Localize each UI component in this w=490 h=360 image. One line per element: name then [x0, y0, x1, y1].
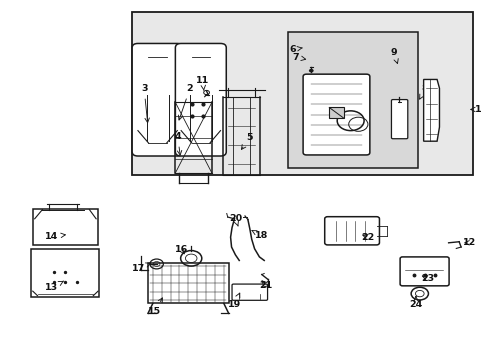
Text: 24: 24: [409, 297, 422, 309]
Text: 11: 11: [196, 76, 209, 91]
Text: 18: 18: [252, 230, 269, 240]
Text: 4: 4: [174, 132, 182, 155]
FancyBboxPatch shape: [325, 217, 379, 245]
Bar: [132, 12, 473, 175]
Bar: [148, 263, 229, 303]
Text: 10: 10: [349, 123, 362, 132]
Text: 3: 3: [141, 85, 149, 123]
Text: 7: 7: [293, 53, 306, 62]
Text: 23: 23: [421, 274, 434, 283]
FancyBboxPatch shape: [31, 249, 99, 297]
Bar: [329, 108, 343, 118]
Text: 8: 8: [419, 85, 428, 99]
Text: 9: 9: [391, 48, 398, 63]
Text: 16: 16: [175, 246, 188, 255]
FancyBboxPatch shape: [392, 100, 408, 139]
Text: 20: 20: [229, 214, 242, 226]
Text: 19: 19: [228, 293, 241, 309]
Text: 13: 13: [46, 281, 64, 292]
Text: 17: 17: [132, 263, 150, 273]
Text: 14: 14: [46, 232, 65, 241]
Text: 6: 6: [290, 45, 302, 54]
Text: 15: 15: [148, 298, 162, 316]
Text: 1: 1: [471, 105, 481, 114]
Text: 21: 21: [260, 281, 273, 290]
Polygon shape: [424, 80, 440, 141]
Bar: [288, 32, 418, 168]
Text: 2: 2: [178, 85, 193, 120]
FancyBboxPatch shape: [303, 74, 370, 155]
FancyBboxPatch shape: [232, 284, 268, 300]
FancyBboxPatch shape: [175, 44, 226, 156]
Text: 12: 12: [463, 238, 476, 247]
FancyBboxPatch shape: [33, 208, 98, 245]
Text: 5: 5: [242, 133, 253, 149]
Circle shape: [309, 69, 314, 72]
FancyBboxPatch shape: [400, 257, 449, 286]
Text: 22: 22: [361, 233, 374, 242]
FancyBboxPatch shape: [132, 44, 183, 156]
